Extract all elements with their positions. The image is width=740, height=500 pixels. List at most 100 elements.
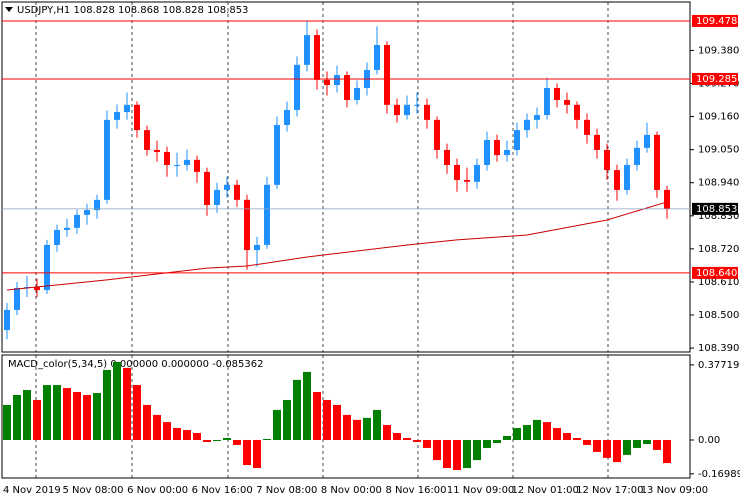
- macd-bar: [163, 422, 171, 440]
- macd-bar: [413, 439, 421, 442]
- y-tick-label: 108.610: [698, 277, 739, 288]
- macd-bar: [213, 439, 221, 441]
- macd-bar: [73, 392, 81, 440]
- level-label-box: [692, 266, 738, 279]
- candle-body: [74, 214, 80, 228]
- candle-body: [494, 140, 500, 156]
- macd-bar: [643, 439, 651, 444]
- macd-bar: [323, 399, 331, 440]
- macd-bar: [583, 439, 591, 445]
- macd-bar: [243, 439, 251, 466]
- macd-bar: [53, 385, 61, 440]
- level-label-box: [692, 202, 738, 215]
- x-tick-label: 7 Nov 08:00: [256, 485, 317, 496]
- candle-body: [414, 104, 420, 106]
- macd-bar: [533, 419, 541, 440]
- candle-body: [524, 119, 530, 131]
- candle-body: [94, 199, 100, 211]
- candle-body: [404, 104, 410, 116]
- macd-bar: [33, 399, 41, 440]
- candle-body: [54, 229, 60, 245]
- macd-bar: [553, 428, 561, 440]
- candle-body: [514, 130, 520, 150]
- macd-bar: [283, 399, 291, 440]
- macd-bar: [23, 390, 31, 440]
- candle-body: [594, 134, 600, 150]
- candle-body: [214, 189, 220, 205]
- macd-bar: [543, 422, 551, 440]
- candle-body: [344, 75, 350, 101]
- candle-body: [374, 44, 380, 70]
- price-panel: [1, 1, 691, 353]
- level-label-box: [692, 14, 738, 27]
- macd-bar: [403, 437, 411, 440]
- y-tick-label: 109.380: [698, 45, 739, 56]
- candle-body: [44, 244, 50, 291]
- macd-bar: [453, 439, 461, 471]
- macd-bar: [563, 433, 571, 440]
- macd-bar: [253, 439, 261, 469]
- macd-bar: [343, 414, 351, 440]
- candle-body: [384, 44, 390, 105]
- macd-bar: [123, 367, 131, 440]
- macd-bar: [63, 388, 71, 440]
- macd-bar: [373, 409, 381, 440]
- candle-body: [444, 149, 450, 165]
- y-tick-label: 108.720: [698, 244, 739, 255]
- macd-bar: [173, 428, 181, 440]
- macd-bar: [593, 439, 601, 452]
- macd-title: MACD_color(5,34,5) 0.000000 0.000000 -0.…: [8, 359, 264, 370]
- candle-body: [354, 87, 360, 101]
- macd-bar: [233, 439, 241, 445]
- macd-bar: [603, 439, 611, 458]
- macd-y-tick-label: -0.169898: [698, 469, 740, 480]
- macd-bar: [133, 385, 141, 440]
- macd-bar: [493, 439, 501, 443]
- candle-body: [654, 134, 660, 190]
- candle-body: [134, 104, 140, 131]
- macd-bar: [113, 361, 121, 440]
- macd-bar: [263, 438, 271, 440]
- level-label: 108.640: [696, 268, 737, 279]
- candle-body: [464, 180, 470, 182]
- candle-body: [264, 184, 270, 245]
- macd-bar: [273, 409, 281, 440]
- macd-bar: [103, 369, 111, 440]
- candle-body: [634, 147, 640, 165]
- macd-bar: [663, 439, 671, 464]
- candle-body: [664, 189, 670, 209]
- macd-bar: [303, 371, 311, 440]
- macd-bar: [223, 437, 231, 440]
- macd-bar: [443, 439, 451, 469]
- macd-bar: [363, 417, 371, 440]
- macd-bar: [423, 439, 431, 448]
- candle-body: [114, 112, 120, 120]
- macd-bar: [13, 395, 21, 440]
- x-tick-label: 6 Nov 00:00: [127, 485, 188, 496]
- candle-body: [454, 164, 460, 181]
- candle-body: [224, 184, 230, 190]
- level-label: 109.478: [696, 16, 737, 27]
- macd-bar: [573, 437, 581, 440]
- x-tick-label: 5 Nov 08:00: [62, 485, 123, 496]
- y-tick-label: 108.940: [698, 178, 739, 189]
- candle-body: [304, 35, 310, 65]
- macd-bar: [143, 404, 151, 440]
- macd-bar: [653, 439, 661, 450]
- macd-bar: [83, 395, 91, 440]
- candle-body: [544, 87, 550, 116]
- y-tick-label: 108.390: [698, 343, 739, 354]
- macd-bar: [463, 439, 471, 469]
- macd-bar: [293, 379, 301, 440]
- candle-body: [564, 100, 570, 105]
- macd-bar: [353, 419, 361, 440]
- y-tick-label: 109.050: [698, 145, 739, 156]
- x-tick-label: 6 Nov 16:00: [192, 485, 253, 496]
- menu-icon: [5, 7, 13, 12]
- macd-panel: [1, 354, 691, 479]
- macd-bar: [513, 428, 521, 440]
- macd-bar: [473, 439, 481, 461]
- level-label: 108.853: [696, 204, 737, 215]
- macd-bar: [483, 439, 491, 448]
